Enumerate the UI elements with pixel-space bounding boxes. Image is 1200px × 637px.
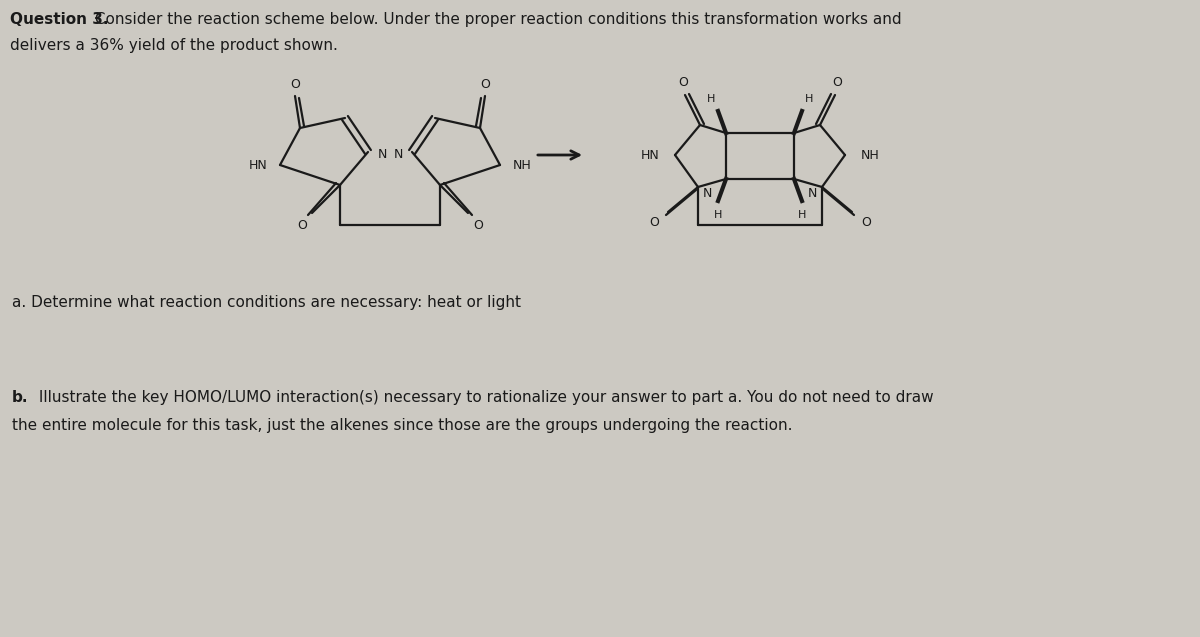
- Text: Consider the reaction scheme below. Under the proper reaction conditions this tr: Consider the reaction scheme below. Unde…: [90, 12, 901, 27]
- Text: delivers a 36% yield of the product shown.: delivers a 36% yield of the product show…: [10, 38, 338, 53]
- Text: a. Determine what reaction conditions are necessary: heat or light: a. Determine what reaction conditions ar…: [12, 295, 521, 310]
- Text: NH: NH: [512, 159, 532, 171]
- Text: O: O: [678, 76, 688, 89]
- Text: O: O: [480, 78, 490, 90]
- Text: N: N: [808, 187, 817, 199]
- Text: the entire molecule for this task, just the alkenes since those are the groups u: the entire molecule for this task, just …: [12, 418, 792, 433]
- Text: O: O: [832, 76, 842, 89]
- Text: HN: HN: [248, 159, 268, 171]
- Text: N: N: [394, 148, 403, 161]
- Text: O: O: [298, 218, 307, 231]
- Text: b.: b.: [12, 390, 29, 405]
- Text: HN: HN: [641, 148, 659, 162]
- Text: O: O: [649, 215, 659, 229]
- Text: H: H: [798, 210, 806, 220]
- Text: H: H: [707, 94, 715, 104]
- Text: O: O: [862, 215, 871, 229]
- Text: H: H: [805, 94, 814, 104]
- Text: O: O: [473, 218, 482, 231]
- Text: N: N: [377, 148, 386, 161]
- Text: H: H: [714, 210, 722, 220]
- Text: NH: NH: [860, 148, 880, 162]
- Text: Question 3.: Question 3.: [10, 12, 108, 27]
- Text: O: O: [290, 78, 300, 90]
- Text: Illustrate the key HOMO/LUMO interaction(s) necessary to rationalize your answer: Illustrate the key HOMO/LUMO interaction…: [34, 390, 934, 405]
- Text: N: N: [703, 187, 713, 199]
